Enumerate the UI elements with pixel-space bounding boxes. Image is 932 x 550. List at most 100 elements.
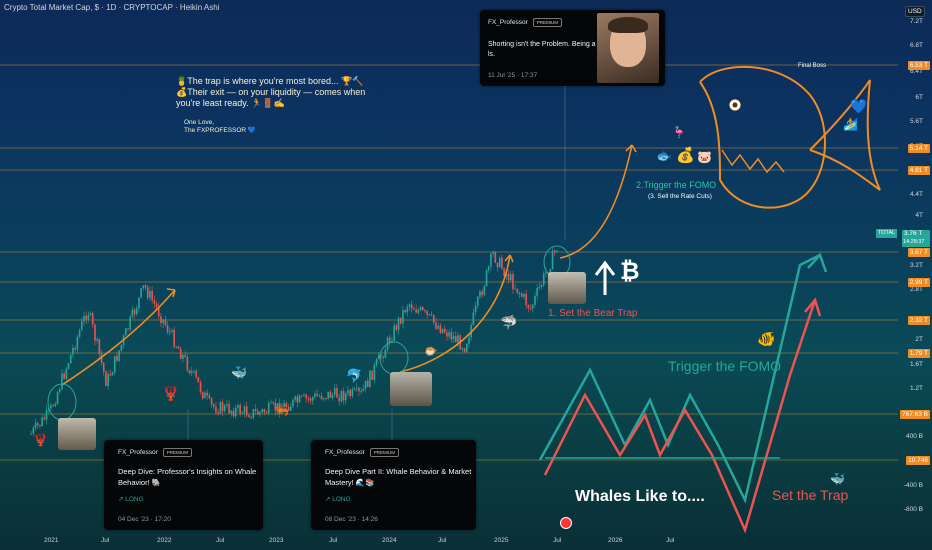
candle-body: [529, 307, 532, 309]
long-tag: ↗ LONG: [325, 496, 351, 503]
idea-card-left[interactable]: FX_Professor PREMIUM Deep Dive: Professor…: [104, 440, 263, 530]
candle-body: [333, 388, 336, 395]
time-tick: 2021: [44, 537, 59, 544]
candle-body: [428, 314, 431, 316]
price-tick: 6.8T: [909, 42, 923, 49]
candle-body: [408, 304, 411, 307]
candle-body: [177, 346, 180, 349]
candle-body: [78, 330, 81, 338]
price-tick: 5.6T: [909, 118, 923, 125]
candle-body: [340, 390, 343, 402]
premium-badge: PREMIUM: [369, 448, 399, 457]
shark-emoji: 🦈: [500, 314, 518, 330]
candle-body: [303, 394, 305, 396]
candle-body: [516, 288, 519, 293]
candle-body: [430, 314, 433, 316]
candle-body: [320, 395, 323, 400]
currency-button[interactable]: USD: [905, 6, 925, 17]
candle-body: [241, 412, 244, 415]
professor-figure-1: [58, 418, 96, 450]
candle-body: [228, 404, 230, 414]
candle-body: [65, 368, 68, 379]
zigzag-drawing: [538, 252, 828, 534]
candle-body: [155, 303, 158, 308]
idea-card-top[interactable]: FX_Professor PREMIUM Shorting isn't the P…: [480, 10, 665, 86]
price-tick: 1.6T: [909, 361, 923, 368]
candle-body: [127, 328, 129, 330]
candle-body: [171, 330, 173, 332]
candle-body: [217, 412, 219, 414]
price-tick: 400 B: [906, 433, 923, 440]
candle-body: [307, 398, 310, 400]
arc-arrow-2: [399, 254, 511, 373]
candle-body: [76, 337, 79, 350]
candle-body: [327, 391, 329, 399]
candle-body: [485, 269, 488, 287]
arrowhead-3: [625, 144, 637, 153]
candle-body: [120, 344, 123, 351]
candle-body: [432, 314, 435, 323]
candle-body: [509, 274, 512, 281]
symbol-header[interactable]: Crypto Total Market Cap, $ · 1D · CRYPTO…: [4, 3, 220, 12]
candle-body: [551, 250, 554, 270]
price-level-label: 2.99 T: [907, 278, 930, 287]
candle-body: [87, 314, 90, 320]
candle-body: [151, 290, 153, 301]
candle-body: [230, 410, 233, 414]
candle-body: [74, 347, 76, 350]
time-tick: Jul: [101, 537, 110, 544]
arc-arrow-1: [61, 289, 176, 386]
candle-body: [50, 405, 52, 409]
candle-body: [239, 405, 241, 415]
candle-body: [347, 390, 349, 394]
candle-body: [72, 347, 74, 355]
candle-body: [131, 309, 134, 317]
candle-body: [45, 409, 48, 420]
candle-body: [441, 328, 444, 334]
flag-icon[interactable]: [560, 517, 572, 529]
candle-body: [160, 316, 162, 324]
candle-body: [344, 393, 347, 401]
professor-figure-3: [548, 272, 586, 304]
time-tick: Jul: [329, 537, 338, 544]
candle-body: [351, 389, 354, 397]
card-date: 04 Dec '23 · 17:20: [118, 516, 171, 523]
candle-body: [254, 409, 257, 411]
candle-body: [523, 293, 525, 297]
candle-body: [223, 405, 226, 412]
candle-body: [30, 433, 32, 435]
candle-body: [410, 304, 413, 309]
candle-body: [248, 415, 250, 418]
candle-body: [393, 325, 395, 341]
trigger-fomo-upper-label: 2.Trigger the FOMO: [636, 180, 717, 190]
candle-body: [545, 272, 547, 274]
quote-line-2: 💰Their exit — on your liquidity — comes …: [176, 87, 366, 97]
price-level-label: 6.53 T: [907, 61, 930, 70]
candle-body: [318, 395, 321, 397]
candle-body: [109, 374, 112, 376]
candle-body: [421, 307, 424, 311]
candle-body: [448, 332, 450, 337]
candle-body: [166, 325, 169, 332]
candle-body: [149, 290, 151, 298]
candle-body: [364, 380, 367, 389]
current-symbol: TOTAL: [876, 229, 898, 238]
candle-body: [98, 339, 101, 354]
candle-body: [329, 391, 332, 398]
candle-body: [287, 406, 290, 411]
candle-body: [204, 392, 206, 399]
candle-body: [413, 308, 415, 310]
crab-emoji: 🦐: [274, 403, 289, 417]
fish-emoji-1: 🐡: [424, 346, 438, 358]
candle-body: [395, 325, 398, 330]
candle-body: [311, 397, 314, 401]
candle-body: [193, 370, 195, 372]
candle-body: [164, 319, 167, 326]
candle-body: [492, 252, 494, 254]
card-date: 11 Jul '25 · 17:37: [488, 72, 538, 79]
card-title: Deep Dive Part II: Whale Behavior & Mark…: [325, 467, 472, 487]
candle-body: [34, 422, 37, 428]
idea-card-middle[interactable]: FX_Professor PREMIUM Deep Dive Part II: W…: [311, 440, 476, 530]
